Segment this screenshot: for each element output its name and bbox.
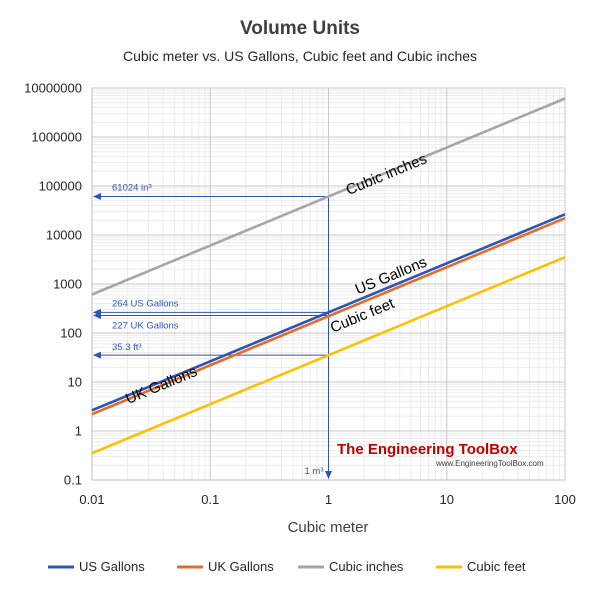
y-tick-label: 10 <box>68 375 82 390</box>
y-tick-label: 10000 <box>46 228 82 243</box>
series-line-us-gallons <box>91 213 566 412</box>
legend: US Gallons UK Gallons Cubic inches Cubic fe… <box>48 559 526 574</box>
annotation-label: 227 UK Gallons <box>112 321 179 332</box>
annotation-arrowhead <box>93 193 101 201</box>
chart-subtitle: Cubic meter vs. US Gallons, Cubic feet a… <box>123 48 477 64</box>
legend-label: US Gallons <box>79 559 145 574</box>
annotation-label: 264 US Gallons <box>112 298 179 309</box>
series-line-cubic-inches <box>91 97 566 296</box>
annotation-label: 35.3 ft³ <box>112 342 142 353</box>
x-marker-arrowhead <box>325 471 332 479</box>
annotation-label: 61024 in³ <box>112 183 152 194</box>
brand-name: The Engineering ToolBox <box>337 441 518 458</box>
series-lines <box>91 97 566 455</box>
x-tick-label: 1 <box>325 492 332 507</box>
reference-guides <box>93 193 332 479</box>
y-tick-label: 1000000 <box>31 130 82 145</box>
legend-label: Cubic inches <box>329 559 404 574</box>
y-tick-label: 1000 <box>53 277 82 292</box>
series-line-cubic-feet <box>91 255 566 455</box>
x-tick-label: 10 <box>440 492 454 507</box>
x-axis-label: Cubic meter <box>288 519 369 536</box>
value-annotations: 1 m³ 61024 in³ 264 US Gallons 227 UK Gallon… <box>112 183 324 477</box>
legend-label: Cubic feet <box>467 559 526 574</box>
y-tick-label: 0.1 <box>64 473 82 488</box>
annotation-arrowhead <box>93 351 101 359</box>
chart-title: Volume Units <box>240 18 360 39</box>
y-tick-label: 100000 <box>39 179 82 194</box>
legend-label: UK Gallons <box>208 559 274 574</box>
tick-labels: 0.01 0.1 1 10 100 0.1 1 10 100 1000 10000 100000 100… <box>24 81 576 508</box>
x-tick-label: 0.1 <box>201 492 219 507</box>
annotation-arrowhead <box>93 312 101 320</box>
x-marker-label: 1 m³ <box>305 466 324 477</box>
y-tick-label: 10000000 <box>24 81 82 96</box>
x-tick-label: 100 <box>554 492 576 507</box>
y-tick-label: 1 <box>75 424 82 439</box>
branding: The Engineering ToolBox www.EngineeringT… <box>337 441 544 468</box>
y-tick-label: 100 <box>60 326 82 341</box>
axes <box>91 88 565 481</box>
series-line-uk-gallons <box>91 217 566 416</box>
x-tick-label: 0.01 <box>79 492 104 507</box>
brand-url: www.EngineeringToolBox.com <box>435 459 544 468</box>
